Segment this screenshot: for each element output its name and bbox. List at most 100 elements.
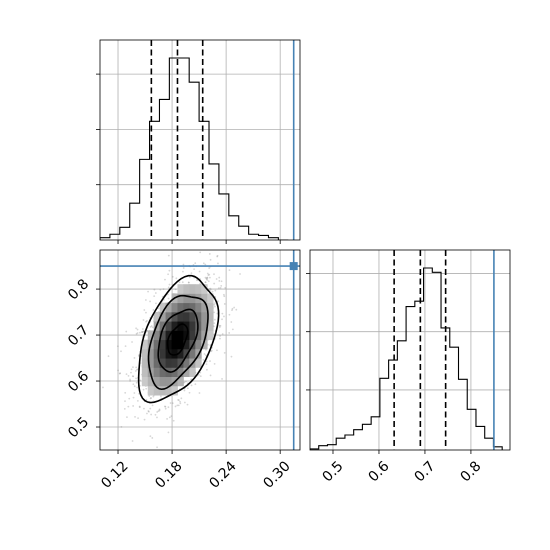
joint-sample-point xyxy=(217,262,219,265)
joint-sample-point xyxy=(214,302,216,305)
joint-density-cell xyxy=(165,339,172,350)
joint-sample-point xyxy=(132,366,134,368)
joint-sample-point xyxy=(224,286,227,289)
joint-density-cell xyxy=(153,348,161,359)
joint-sample-point xyxy=(222,293,225,296)
joint-sample-point xyxy=(124,391,127,394)
joint-sample-point xyxy=(199,375,202,378)
joint-density-cell xyxy=(159,302,166,313)
joint-density-cell xyxy=(171,367,178,378)
joint-density-cell xyxy=(183,302,190,313)
joint-sample-point xyxy=(228,332,231,334)
joint-sample-point xyxy=(181,281,184,284)
marginal-histogram-y-panel: 0.5 0.6 0.7 0.8 xyxy=(306,249,511,485)
joint-sample-point xyxy=(190,384,193,387)
joint-contour-3 xyxy=(137,274,220,404)
joint-density-cell xyxy=(153,367,161,378)
joint-sample-point xyxy=(150,413,153,416)
joint-ytick-label-1: 0.6 xyxy=(65,368,92,395)
joint-sample-point xyxy=(206,276,209,279)
joint-density-cell xyxy=(201,284,208,294)
joint-sample-point xyxy=(209,374,212,377)
joint-sample-point xyxy=(216,312,219,315)
joint-sample-point xyxy=(124,345,127,348)
joint-sample-point xyxy=(193,268,196,270)
joint-density-cell xyxy=(165,376,172,387)
joint-sample-point xyxy=(178,281,181,284)
joint-sample-point xyxy=(146,412,148,415)
joint-density-cell xyxy=(195,339,202,350)
joint-sample-point xyxy=(183,389,186,392)
joint-sample-point xyxy=(202,262,205,265)
joint-sample-point xyxy=(208,253,211,255)
joint-density-cell xyxy=(195,311,202,322)
joint-sample-point xyxy=(186,403,189,406)
joint-density-cell xyxy=(141,358,149,368)
joint-sample-point xyxy=(198,392,201,394)
joint-sample-point xyxy=(143,407,145,410)
joint-density-cell xyxy=(153,311,161,322)
joint-sample-point xyxy=(205,363,208,366)
joint-sample-point xyxy=(158,409,161,412)
joint-sample-point xyxy=(133,385,136,388)
joint-ytick-label-2: 0.7 xyxy=(65,322,92,349)
joint-density-cell xyxy=(165,302,172,313)
joint-sample-point xyxy=(136,399,139,402)
joint-sample-point xyxy=(128,397,131,400)
joint-sample-point xyxy=(203,353,206,355)
joint-sample-point xyxy=(213,322,216,325)
hy-x-ticks: 0.5 0.6 0.7 0.8 xyxy=(320,450,485,485)
joint-sample-point xyxy=(176,404,179,407)
joint-sample-point xyxy=(178,399,180,402)
joint-sample-point xyxy=(169,402,172,404)
joint-density-cell xyxy=(171,321,178,331)
joint-sample-point xyxy=(202,358,205,361)
joint-density-cell xyxy=(153,376,161,387)
joint-xtick-label-2: 0.24 xyxy=(206,458,239,491)
hx-frame xyxy=(99,39,301,241)
joint-sample-point xyxy=(167,254,170,257)
joint-density-cell xyxy=(165,321,172,331)
joint-sample-point xyxy=(148,395,151,397)
joint-sample-point xyxy=(208,288,211,290)
joint-density-cell xyxy=(159,376,166,387)
joint-sample-point xyxy=(205,354,207,357)
joint-sample-point xyxy=(166,418,168,420)
joint-sample-point xyxy=(132,375,134,377)
joint-sample-point xyxy=(145,398,148,401)
joint-density-cell xyxy=(189,293,196,304)
joint-density-cell xyxy=(183,311,190,322)
joint-sample-point xyxy=(135,381,138,384)
joint-sample-point xyxy=(221,318,223,321)
hy-y-ticks xyxy=(306,273,310,391)
joint-density-cell xyxy=(171,348,178,359)
joint-sample-point xyxy=(165,457,167,459)
joint-sample-point xyxy=(230,321,233,323)
joint-sample-point xyxy=(107,355,110,358)
joint-sample-point xyxy=(145,320,147,323)
joint-sample-point xyxy=(213,311,215,314)
joint-sample-point xyxy=(157,410,160,413)
joint-sample-point xyxy=(132,396,135,399)
joint-sample-point xyxy=(131,341,133,343)
joint-density-cell xyxy=(171,358,178,368)
joint-density-cell xyxy=(165,385,172,396)
joint-density-cell xyxy=(147,385,155,396)
joint-density-cell xyxy=(177,358,184,368)
joint-density-panel: 0.12 0.18 0.24 0.30 0.5 0.6 0.7 0.8 xyxy=(65,249,301,492)
joint-sample-point xyxy=(119,372,122,375)
joint-sample-point xyxy=(125,330,128,333)
joint-density-cell xyxy=(183,284,190,294)
joint-sample-point xyxy=(231,309,233,312)
joint-sample-point xyxy=(207,274,210,277)
joint-density-cell xyxy=(147,376,155,387)
joint-density-cell xyxy=(201,302,208,313)
joint-sample-point xyxy=(145,311,147,314)
joint-sample-point xyxy=(190,272,193,274)
joint-density-cell xyxy=(207,330,214,341)
joint-sample-point xyxy=(209,258,212,261)
hy-xtick-label-3: 0.8 xyxy=(457,458,484,485)
joint-sample-point xyxy=(179,402,182,405)
joint-density-cell xyxy=(159,311,166,322)
